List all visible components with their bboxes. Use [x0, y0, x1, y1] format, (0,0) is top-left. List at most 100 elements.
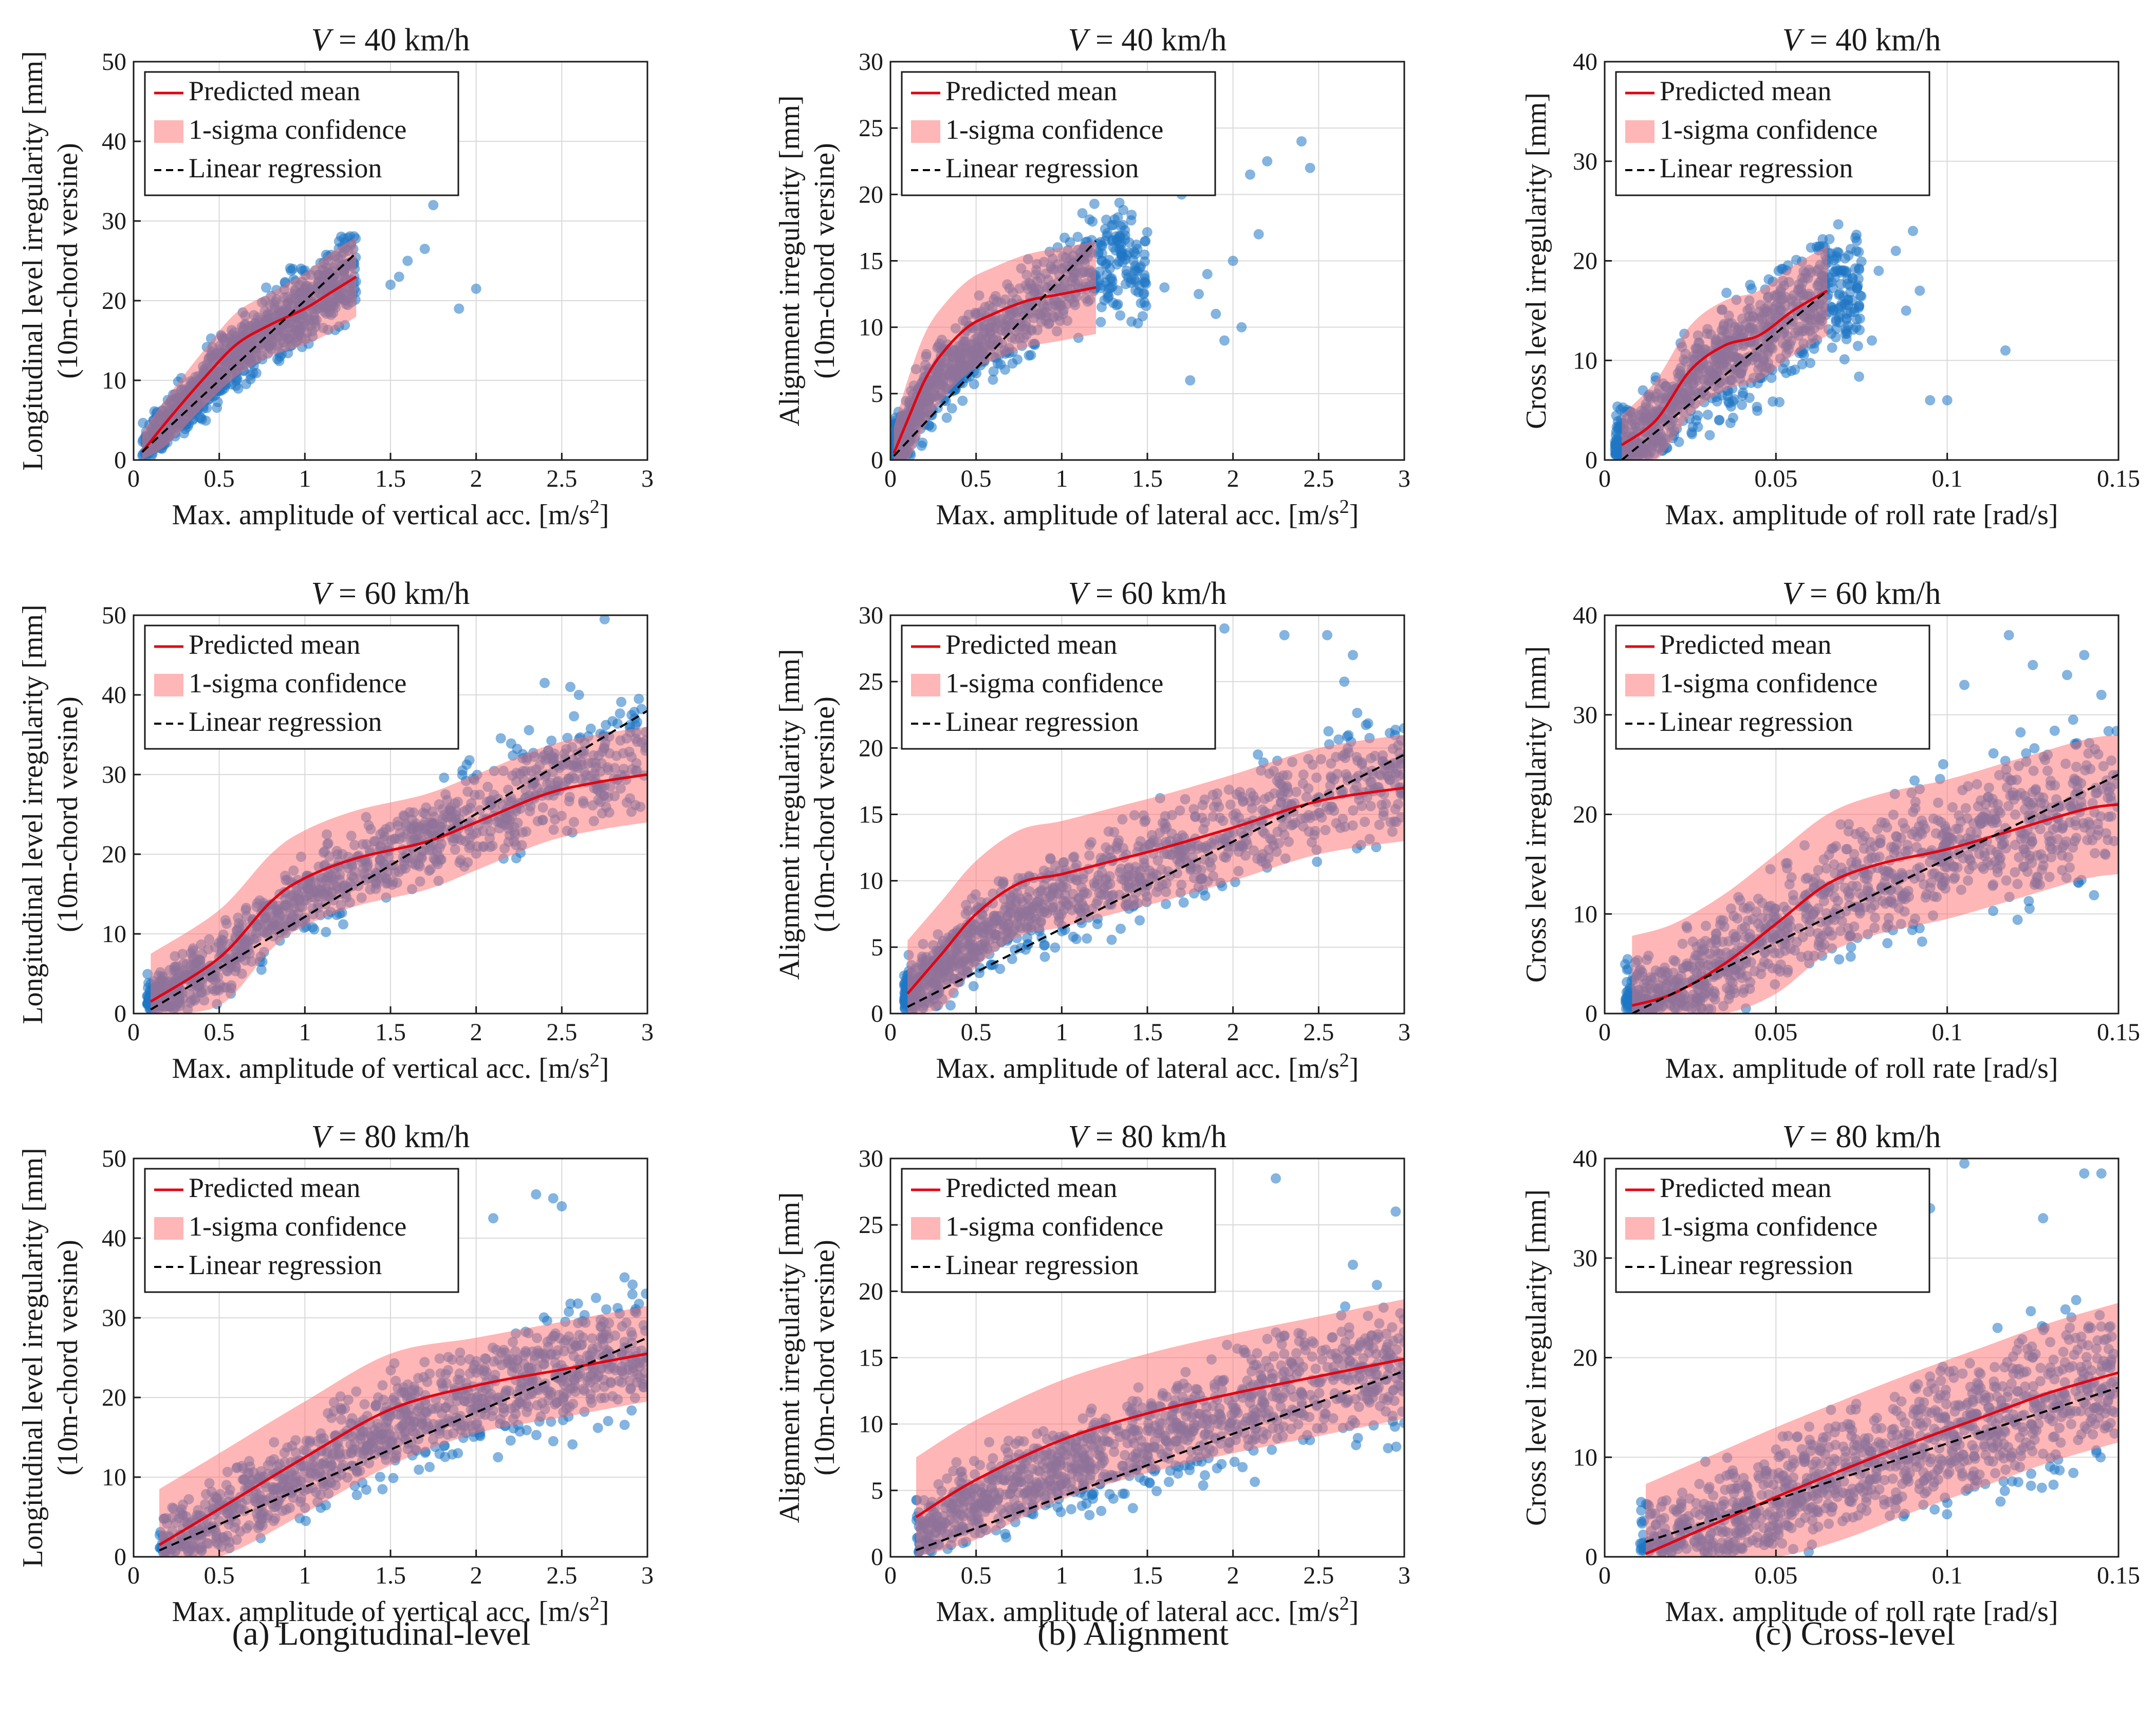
legend-band-label: 1-sigma confidence	[945, 114, 1163, 145]
y-tick-label: 0	[871, 447, 883, 474]
scatter-point	[1384, 728, 1395, 739]
x-label-main: Max. amplitude of roll rate [rad/s]	[1665, 499, 2058, 531]
linear-regression-line	[150, 710, 647, 1010]
scatter-point	[1113, 256, 1124, 267]
scatter-point	[1714, 415, 1724, 426]
scatter-point	[309, 924, 320, 935]
scatter-point	[524, 725, 534, 735]
x-tick-label: 1.5	[375, 1019, 406, 1046]
scatter-point	[1138, 288, 1149, 299]
scatter-point	[1834, 288, 1845, 299]
legend-regression-label: Linear regression	[189, 706, 382, 737]
scatter-point	[1854, 371, 1865, 382]
scatter-point	[1805, 358, 1816, 369]
scatter-point	[1852, 341, 1863, 352]
scatter-point	[1095, 317, 1106, 327]
scatter-point	[634, 693, 644, 704]
x-tick-label: 0.5	[961, 465, 992, 492]
caption-c: (c) Cross-level	[1755, 1615, 1955, 1652]
predicted-mean-line	[893, 286, 1096, 454]
scatter-point	[1737, 390, 1748, 401]
x-tick-label: 3	[1398, 465, 1410, 492]
scatter-point	[142, 982, 153, 993]
x-axis-label: Max. amplitude of vertical acc. [m/s2]	[172, 496, 609, 531]
scatter-point	[1245, 169, 1255, 180]
scatter-point	[1097, 280, 1108, 291]
y-tick-label: 10	[102, 367, 126, 394]
predicted-mean-line	[150, 773, 647, 1003]
scatter-point	[1228, 255, 1238, 266]
y-axis-sublabel: (10m-chord versine)	[52, 143, 84, 379]
legend-mean-label: Predicted mean	[945, 76, 1117, 106]
scatter-point	[569, 711, 580, 722]
scatter-point	[1139, 270, 1150, 281]
scatter-point	[1797, 359, 1808, 370]
y-tick-label: 5	[871, 380, 883, 408]
scatter-point	[1851, 235, 1862, 246]
scatter-point	[394, 271, 404, 282]
x-label-main: Max. amplitude of vertical acc. [m/s	[172, 499, 590, 531]
scatter-point	[969, 379, 979, 390]
scatter-point	[946, 403, 957, 414]
scatter-point	[1130, 249, 1141, 260]
scatter-point	[540, 677, 550, 688]
legend-box	[144, 624, 459, 750]
scatter-point	[1728, 412, 1738, 423]
scatter-point	[1842, 295, 1853, 305]
scatter-point	[1129, 265, 1140, 275]
scatter-point	[565, 682, 575, 692]
scatter-point	[1752, 406, 1763, 416]
scatter-point	[1908, 226, 1918, 236]
scatter-point	[1702, 409, 1713, 420]
title-variable: V	[1782, 23, 1805, 58]
x-tick-label: 2	[470, 1019, 482, 1046]
scatter-point	[464, 755, 475, 766]
x-label-main: Max. amplitude of vertical acc. [m/s	[172, 1053, 590, 1084]
legend-band-label: 1-sigma confidence	[189, 668, 406, 698]
y-tick-label: 50	[102, 602, 126, 629]
scatter-point	[495, 733, 506, 744]
x-tick-label: 1	[1055, 465, 1068, 492]
scatter-point	[1007, 953, 1017, 964]
scatter-point	[1219, 335, 1230, 346]
scatter-point	[1343, 730, 1354, 741]
title-variable: V	[311, 576, 334, 611]
scatter-point	[1867, 335, 1877, 346]
scatter-point	[1352, 708, 1363, 719]
scatter-point	[1901, 305, 1911, 316]
y-axis-sublabel: (10m-chord versine)	[809, 143, 841, 379]
scatter-point	[1139, 249, 1150, 260]
scatter-point	[1039, 951, 1050, 962]
scatter-point	[1089, 198, 1100, 209]
scatter-point	[1135, 915, 1145, 926]
scatter-point	[2000, 345, 2011, 356]
confidence-band	[151, 727, 647, 1014]
scatter-point	[1253, 229, 1264, 240]
y-tick-label: 15	[859, 248, 883, 275]
scatter-point	[1236, 322, 1247, 333]
scatter-point	[1114, 197, 1125, 208]
scatter-point	[256, 964, 267, 975]
scatter-point	[286, 265, 296, 276]
y-tick-label: 0	[1585, 447, 1597, 474]
x-tick-label: 0	[1599, 465, 1611, 492]
scatter-point	[585, 723, 596, 734]
scatter-point	[1007, 358, 1018, 369]
scatter-point	[471, 283, 481, 294]
title-rest: = 40 km/h	[1801, 23, 1941, 58]
scatter-point	[511, 853, 522, 863]
x-tick-label: 3	[641, 465, 654, 492]
scatter-point	[1120, 234, 1130, 245]
scatter-point	[1853, 273, 1864, 284]
scatter-point	[1000, 364, 1011, 375]
scatter-point	[275, 351, 286, 362]
legend-mean-label: Predicted mean	[189, 76, 360, 106]
scatter-point	[1833, 219, 1844, 230]
y-tick-label: 10	[859, 314, 883, 341]
y-tick-label: 40	[1573, 48, 1597, 76]
y-tick-label: 20	[102, 841, 126, 868]
scatter-point	[321, 927, 331, 937]
scatter-point	[1253, 749, 1263, 760]
